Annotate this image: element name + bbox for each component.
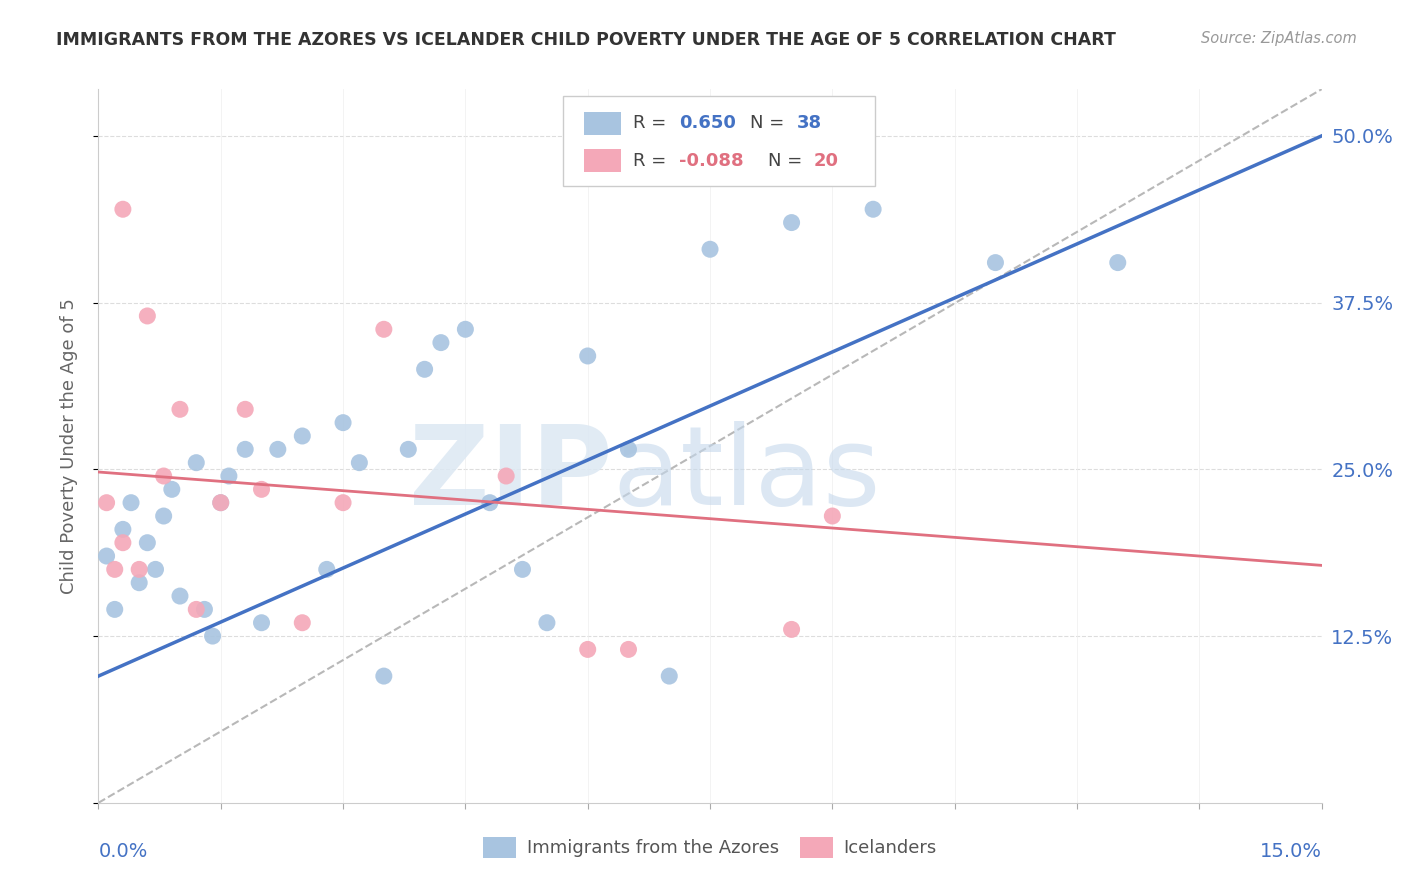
Point [373, 669, 395, 683]
Point [201, 629, 224, 643]
Point [233, 402, 256, 417]
Point [120, 496, 142, 510]
Point [512, 562, 534, 576]
Point [111, 535, 134, 549]
Point [186, 456, 208, 470]
Text: R =: R = [633, 152, 672, 169]
Point [250, 483, 273, 497]
Text: N =: N = [768, 152, 807, 169]
Point [250, 615, 273, 630]
Point [209, 496, 232, 510]
Text: ZIP: ZIP [409, 421, 612, 528]
Point [96, 496, 118, 510]
Point [209, 496, 232, 510]
Text: 20: 20 [814, 152, 839, 169]
Point [267, 442, 290, 457]
Point [169, 402, 191, 417]
Point [984, 255, 1007, 269]
Text: -0.088: -0.088 [679, 152, 744, 169]
Point [291, 615, 314, 630]
Point [780, 623, 803, 637]
Point [862, 202, 884, 217]
Point [152, 509, 174, 524]
Point [96, 549, 118, 563]
Point [169, 589, 191, 603]
Point [780, 216, 803, 230]
Point [495, 469, 517, 483]
Point [111, 522, 134, 536]
Point [136, 535, 159, 549]
Text: Source: ZipAtlas.com: Source: ZipAtlas.com [1201, 31, 1357, 46]
Legend: Immigrants from the Azores, Icelanders: Immigrants from the Azores, Icelanders [477, 830, 943, 865]
Text: 0.0%: 0.0% [98, 842, 148, 861]
Point [454, 322, 477, 336]
Text: 38: 38 [797, 114, 823, 132]
Point [315, 562, 337, 576]
Bar [583, 112, 620, 135]
Y-axis label: Child Poverty Under the Age of 5: Child Poverty Under the Age of 5 [59, 298, 77, 594]
Point [396, 442, 419, 457]
Point [145, 562, 167, 576]
Point [186, 602, 208, 616]
Point [128, 562, 150, 576]
Point [478, 496, 501, 510]
Point [332, 496, 354, 510]
Point [821, 509, 844, 524]
Point [617, 442, 640, 457]
Point [111, 202, 134, 217]
Point [193, 602, 215, 616]
Point [332, 416, 354, 430]
Point [160, 483, 183, 497]
Point [413, 362, 436, 376]
Point [576, 642, 599, 657]
Text: IMMIGRANTS FROM THE AZORES VS ICELANDER CHILD POVERTY UNDER THE AGE OF 5 CORRELA: IMMIGRANTS FROM THE AZORES VS ICELANDER … [56, 31, 1116, 49]
Point [1107, 255, 1129, 269]
Point [699, 242, 721, 256]
Point [218, 469, 240, 483]
Text: atlas: atlas [612, 421, 880, 528]
Text: R =: R = [633, 114, 672, 132]
Point [104, 602, 127, 616]
Point [291, 429, 314, 443]
Text: N =: N = [751, 114, 790, 132]
Point [430, 335, 453, 350]
FancyBboxPatch shape [564, 96, 875, 186]
Point [536, 615, 558, 630]
Point [128, 575, 150, 590]
Point [576, 349, 599, 363]
Point [104, 562, 127, 576]
Point [658, 669, 681, 683]
Point [349, 456, 371, 470]
Point [136, 309, 159, 323]
Point [152, 469, 174, 483]
Text: 0.650: 0.650 [679, 114, 737, 132]
Bar [583, 149, 620, 172]
Point [233, 442, 256, 457]
Point [617, 642, 640, 657]
Point [373, 322, 395, 336]
Text: 15.0%: 15.0% [1260, 842, 1322, 861]
